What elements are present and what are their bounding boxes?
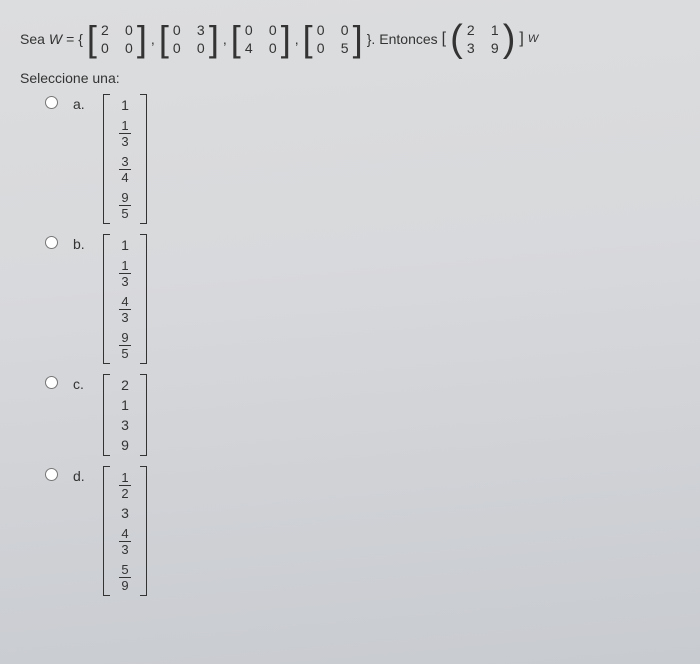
option-radio[interactable] <box>45 376 58 389</box>
column-vector: 12 3 43 59 <box>103 466 147 596</box>
matrix-cell: 4 <box>243 40 255 56</box>
option-row: b. 1 13 43 95 <box>40 234 680 364</box>
lead-text: Sea <box>20 31 45 47</box>
option-row: d. 12 3 43 59 <box>40 466 680 596</box>
separator: , <box>223 31 227 47</box>
fraction: 12 <box>119 471 130 500</box>
vector-cell: 2 <box>116 378 134 392</box>
vector-cell: 1 <box>116 238 134 252</box>
close-brace: }. <box>367 31 376 47</box>
column-vector: 1 13 34 95 <box>103 94 147 224</box>
basis-matrix: 2000 <box>87 20 147 58</box>
vector-cell: 3 <box>116 418 134 432</box>
matrix-cell: 3 <box>195 22 207 38</box>
matrix-cell: 0 <box>267 40 279 56</box>
question-text: Sea W = { 2000 , 0300 , 0040 , 0005 }. E… <box>20 20 680 58</box>
option-row: a. 1 13 34 95 <box>40 94 680 224</box>
subscript-W: W <box>528 33 538 45</box>
matrix-cell: 0 <box>315 40 327 56</box>
prompt-text: Seleccione una: <box>20 70 680 86</box>
fraction: 34 <box>119 155 130 184</box>
matrix-cell: 0 <box>339 22 351 38</box>
matrix-cell: 0 <box>171 40 183 56</box>
column-vector: 2 1 3 9 <box>103 374 147 456</box>
fraction: 95 <box>119 191 130 220</box>
option-row: c. 2 1 3 9 <box>40 374 680 456</box>
option-radio[interactable] <box>45 236 58 249</box>
matrix-cell: 0 <box>315 22 327 38</box>
vector-cell: 1 <box>116 98 134 112</box>
matrix-cell: 9 <box>489 40 501 56</box>
vector-cell: 1 <box>116 398 134 412</box>
fraction: 43 <box>119 527 130 556</box>
option-label: c. <box>73 376 91 392</box>
matrix-cell: 1 <box>489 22 501 38</box>
vector-cell: 95 <box>116 190 134 220</box>
vector-cell: 12 <box>116 470 134 500</box>
vector-cell: 13 <box>116 118 134 148</box>
column-vector: 1 13 43 95 <box>103 234 147 364</box>
matrix-cell: 0 <box>267 22 279 38</box>
options-list: a.1133495b.1134395c.2139d.1234359 <box>40 94 680 596</box>
option-radio[interactable] <box>45 468 58 481</box>
outer-lbracket: [ <box>442 30 446 48</box>
outer-rbracket: ] <box>519 30 523 48</box>
vector-cell: 3 <box>116 506 134 520</box>
vector-cell: 34 <box>116 154 134 184</box>
matrix-cell: 5 <box>339 40 351 56</box>
separator: , <box>295 31 299 47</box>
fraction: 13 <box>119 259 130 288</box>
target-matrix: 2139 <box>450 20 515 58</box>
option-radio[interactable] <box>45 96 58 109</box>
matrix-cell: 0 <box>243 22 255 38</box>
eq-text: = { <box>66 31 83 47</box>
vector-cell: 43 <box>116 526 134 556</box>
vector-cell: 95 <box>116 330 134 360</box>
fraction: 59 <box>119 563 130 592</box>
fraction: 43 <box>119 295 130 324</box>
option-label: a. <box>73 96 91 112</box>
fraction: 13 <box>119 119 130 148</box>
matrix-cell: 0 <box>123 22 135 38</box>
matrix-cell: 0 <box>99 40 111 56</box>
basis-matrices: 2000 , 0300 , 0040 , 0005 <box>87 20 363 58</box>
option-label: d. <box>73 468 91 484</box>
fraction: 95 <box>119 331 130 360</box>
vector-cell: 59 <box>116 562 134 592</box>
matrix-cell: 0 <box>171 22 183 38</box>
separator: , <box>151 31 155 47</box>
basis-matrix: 0005 <box>303 20 363 58</box>
basis-matrix: 0040 <box>231 20 291 58</box>
matrix-cell: 0 <box>123 40 135 56</box>
vector-cell: 9 <box>116 438 134 452</box>
matrix-cell: 2 <box>465 22 477 38</box>
option-label: b. <box>73 236 91 252</box>
matrix-cell: 0 <box>195 40 207 56</box>
basis-matrix: 0300 <box>159 20 219 58</box>
vector-cell: 13 <box>116 258 134 288</box>
matrix-cell: 2 <box>99 22 111 38</box>
entonces-text: Entonces <box>379 31 437 47</box>
matrix-cell: 3 <box>465 40 477 56</box>
var-W: W <box>49 31 62 47</box>
vector-cell: 43 <box>116 294 134 324</box>
